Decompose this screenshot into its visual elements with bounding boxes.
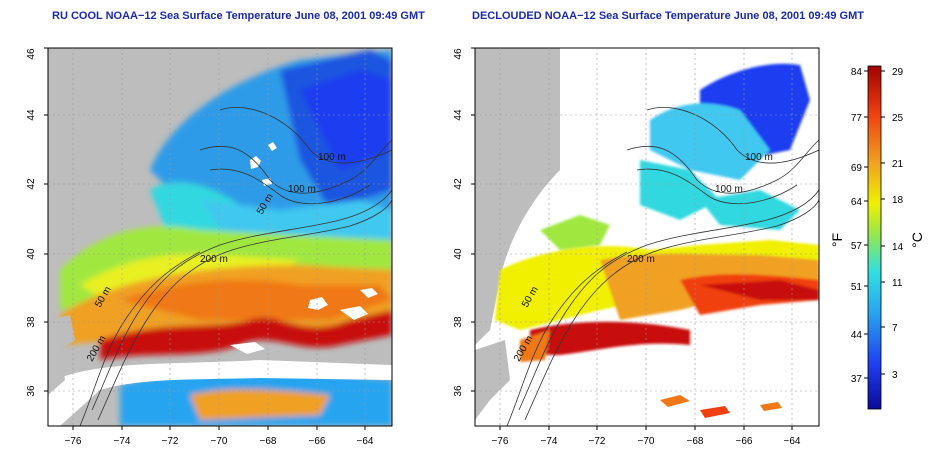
colorbar-fahrenheit-label: 57 [851,241,863,252]
colorbar-celsius-label: 25 [892,113,904,124]
left-lat-tick-label: 40 [26,248,37,260]
left-contour-label: 200 m [200,254,228,265]
right-lon-tick-label: −72 [589,436,606,447]
colorbar-fahrenheit-label: 37 [851,374,863,385]
left-lat-tick-label: 46 [26,48,37,60]
colorbar-fahrenheit-label: 84 [851,67,863,78]
right-lat-tick-label: 36 [453,385,464,397]
colorbar-celsius-label: 18 [892,195,904,206]
left-frame [47,47,393,427]
colorbar-fahrenheit-label: 77 [851,113,863,124]
right-land-south [475,340,510,420]
right-lat-tick-label: 42 [453,178,464,190]
right-lon-tick-label: −76 [492,436,509,447]
colorbar-fahrenheit-label: 64 [851,197,863,208]
colorbar-unit-celsius: °C [909,232,925,248]
right-lat-tick-label: 38 [453,316,464,328]
colorbar-celsius-label: 11 [892,278,903,289]
left-lon-tick-label: −66 [309,436,326,447]
right-panel-title: DECLOUDED NOAA−12 Sea Surface Temperatur… [472,10,864,22]
right-lon-tick-label: −70 [638,436,655,447]
left-lat-tick-label: 36 [26,385,37,397]
left-coast-land [48,315,75,395]
right-depth-contours [506,107,819,426]
colorbar-fahrenheit-label: 51 [851,282,863,293]
colorbar-celsius-label: 3 [892,370,898,381]
colorbar-celsius-label: 21 [892,159,904,170]
colorbar-unit-fahrenheit: °F [829,233,845,247]
right-sst-patch [760,402,782,411]
left-depth-contours [79,107,392,426]
left-lon-tick-label: −68 [260,436,277,447]
right-lon-tick-label: −64 [784,436,801,447]
colorbar-celsius-label: 7 [892,323,898,334]
right-lon-tick-label: −74 [541,436,558,447]
right-land [475,48,560,345]
colorbar-celsius-label: 29 [892,67,904,78]
right-contour-label: 100 m [745,152,773,163]
left-sst-field [60,50,392,426]
left-contour-label: 100 m [318,152,346,163]
colorbar-fahrenheit-label: 69 [851,163,863,174]
left-lon-tick-label: −64 [357,436,374,447]
left-map: 100 m 100 m 200 m 50 m 200 m 50 m [48,48,392,426]
right-lat-tick-label: 44 [453,109,464,121]
right-lat-tick-label: 46 [453,48,464,60]
right-sst-patch [660,395,690,407]
colorbar-celsius-label: 14 [892,242,904,253]
right-sst-patch [700,406,730,418]
left-lon-tick-label: −74 [114,436,131,447]
left-lon-tick-label: −72 [162,436,179,447]
right-contour-label: 200 m [627,254,655,265]
right-map: 100 m 100 m 200 m 50 m 200 m [475,48,819,426]
colorbar: 84 77 69 64 57 51 44 37 29 25 21 18 14 11 7 3 °F °C [829,65,925,410]
right-lat-tick-label: 40 [453,248,464,260]
colorbar-gradient [867,65,882,410]
right-sst-field [495,63,819,362]
left-panel-title: RU COOL NOAA−12 Sea Surface Temperature … [52,10,425,22]
right-lon-tick-label: −68 [687,436,704,447]
colorbar-ticks: 84 77 69 64 57 51 44 37 29 25 21 18 14 11 7 3 [851,67,904,385]
left-lon-tick-label: −76 [65,436,82,447]
left-contour-label: 100 m [288,184,316,195]
left-lon-tick-label: −70 [211,436,228,447]
right-frame [474,47,820,427]
right-lon-tick-label: −66 [736,436,753,447]
left-lat-tick-label: 38 [26,316,37,328]
colorbar-fahrenheit-label: 44 [851,330,863,341]
right-contour-label: 100 m [715,184,743,195]
axes-layer: 46 44 42 40 38 36 −76 −74 −72 −70 −68 −66 −64 46 44 42 4… [26,47,819,447]
left-lat-tick-label: 44 [26,109,37,121]
left-lat-tick-label: 42 [26,178,37,190]
